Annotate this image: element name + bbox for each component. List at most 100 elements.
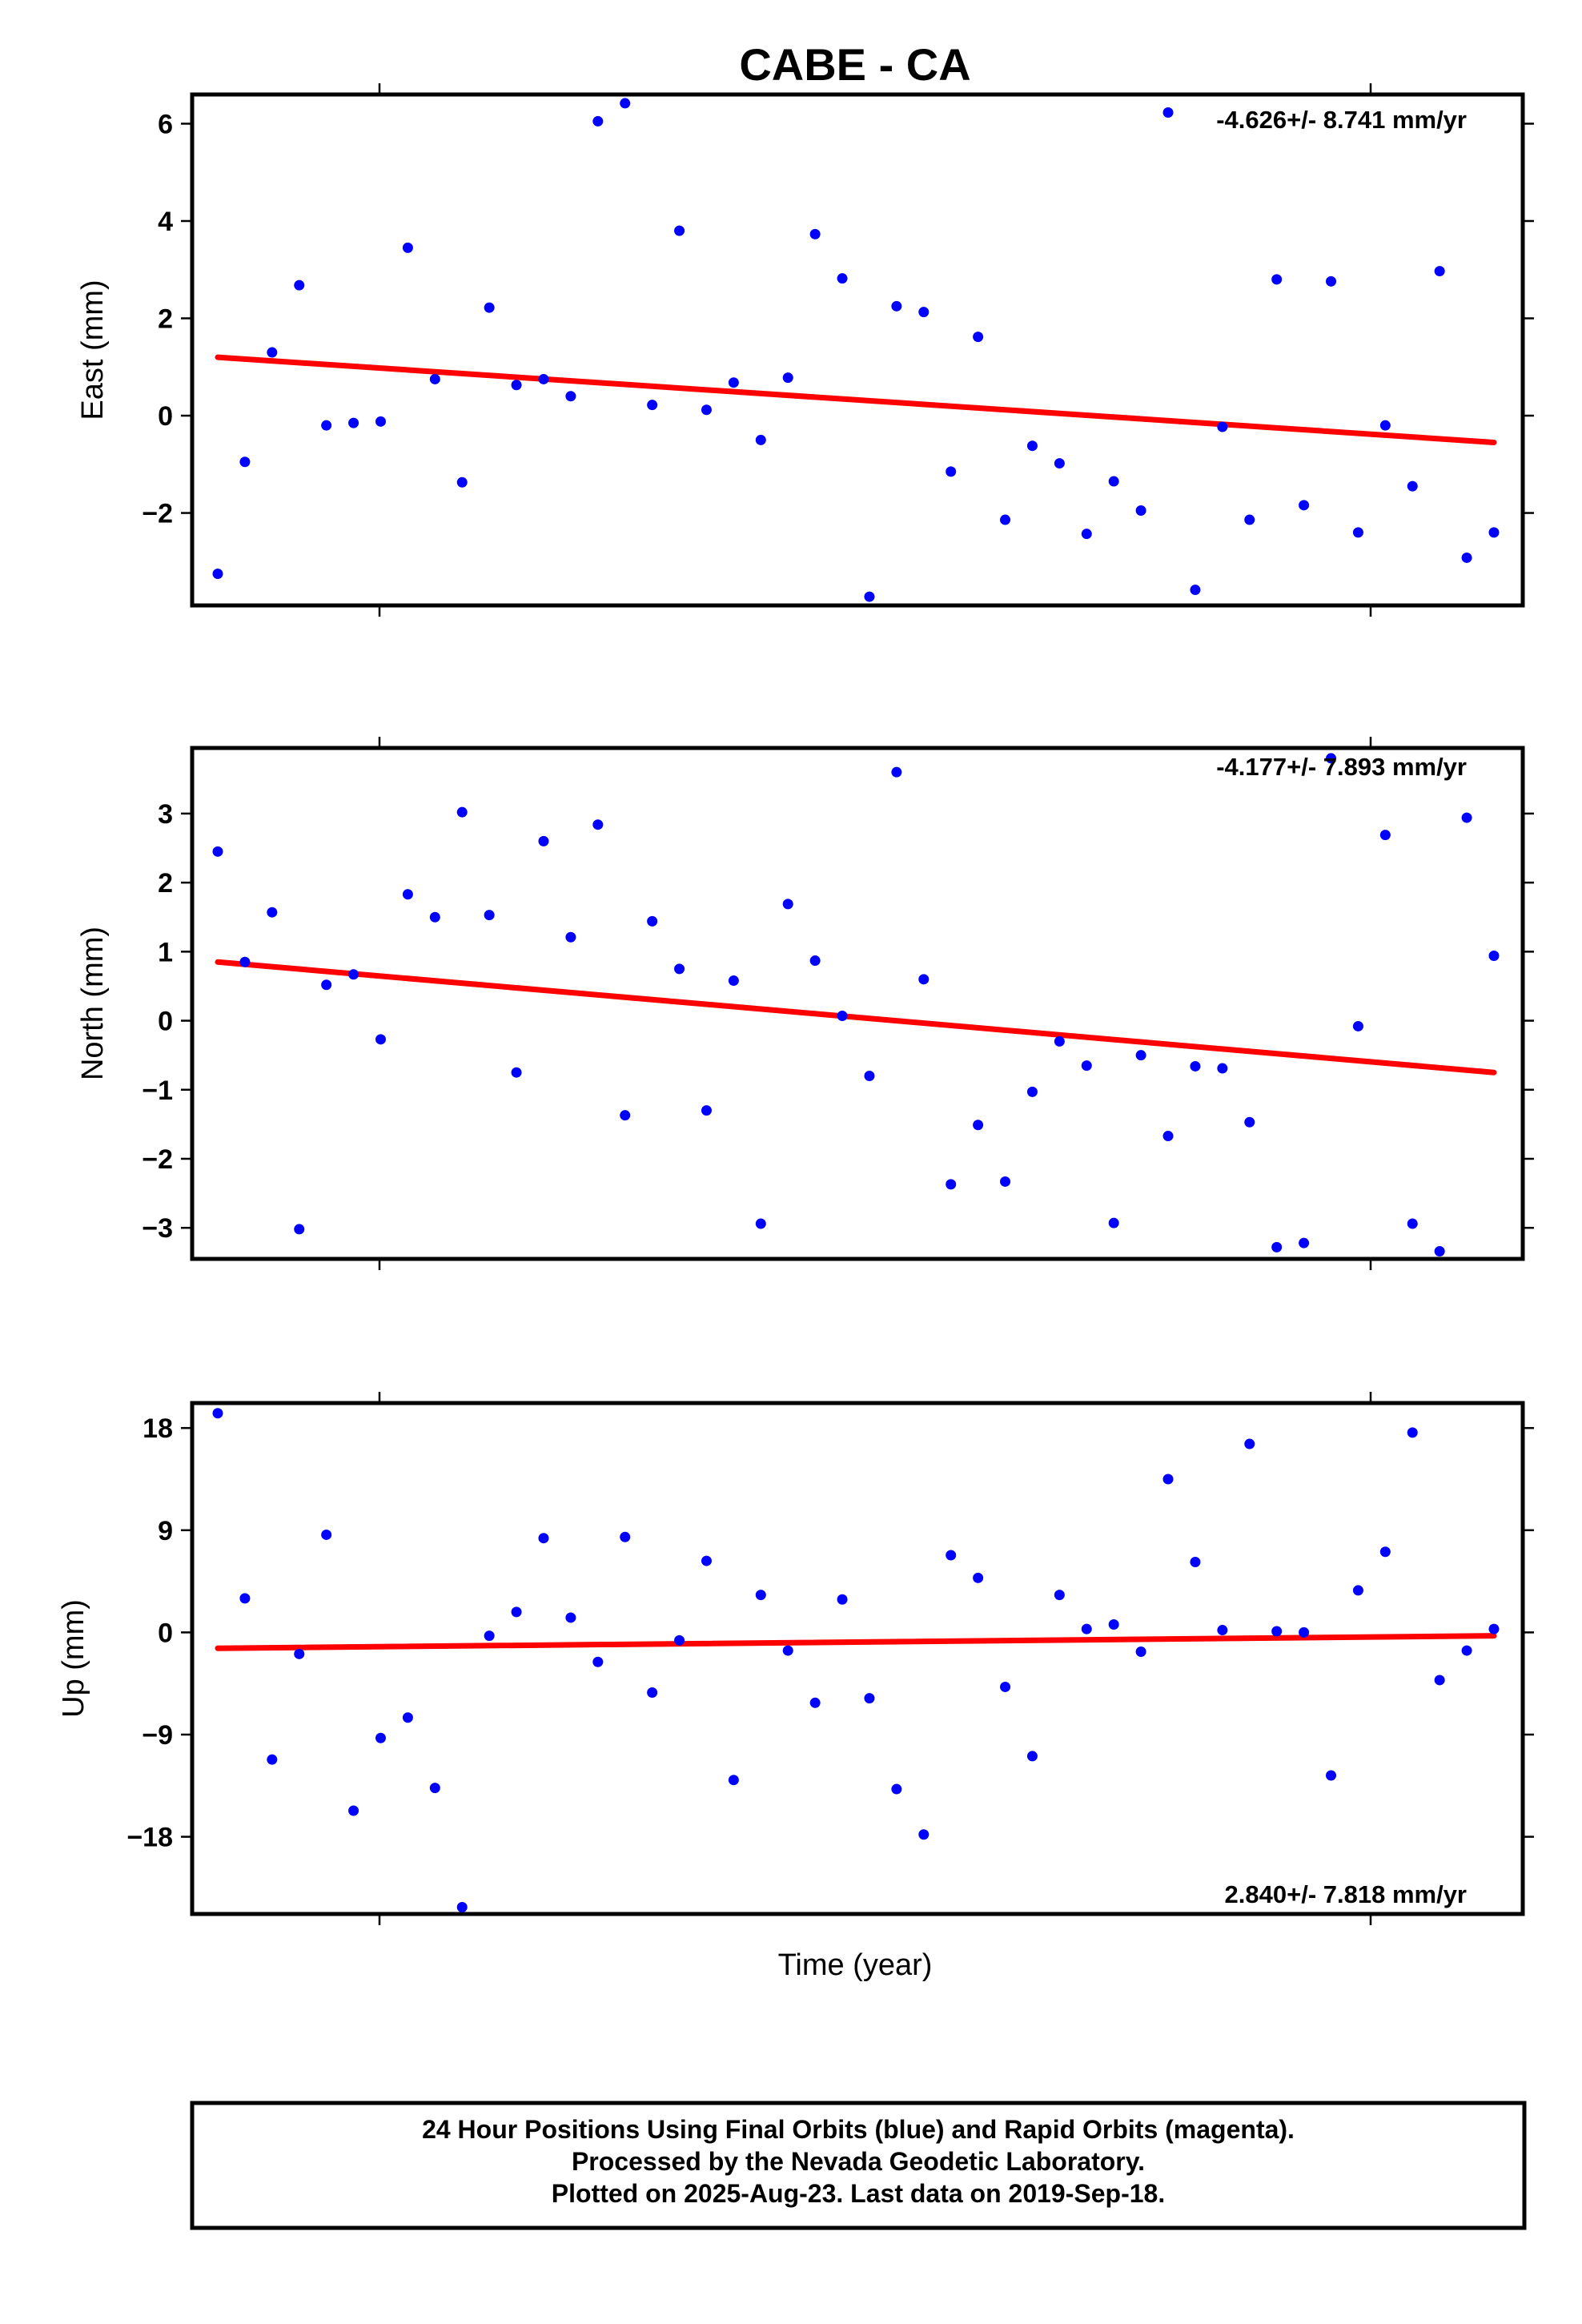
data-point xyxy=(1434,1675,1445,1686)
data-point xyxy=(837,1011,848,1022)
y-axis-label: East (mm) xyxy=(76,279,110,420)
y-tick-label: −9 xyxy=(142,1720,173,1751)
panel-1: 6 4 2 0 −2 East (mm) -4.626+/- 8.741 mm/yr xyxy=(76,83,1534,617)
data-point xyxy=(348,1805,359,1816)
data-point xyxy=(1135,505,1146,517)
data-point xyxy=(1379,830,1391,841)
data-point xyxy=(1190,1556,1201,1567)
data-point xyxy=(267,907,278,918)
data-point xyxy=(1244,1116,1255,1128)
data-point xyxy=(294,279,305,291)
data-point xyxy=(1407,480,1418,492)
data-point xyxy=(1326,275,1337,287)
data-point xyxy=(267,347,278,358)
data-point xyxy=(946,1550,957,1561)
data-point xyxy=(1299,1237,1310,1248)
data-point xyxy=(1271,274,1283,285)
data-point xyxy=(1000,514,1011,525)
data-point xyxy=(294,1648,305,1659)
data-point xyxy=(1026,1751,1038,1762)
data-point xyxy=(239,956,251,967)
data-point xyxy=(1379,420,1391,431)
data-point xyxy=(456,806,468,818)
data-point xyxy=(891,1783,902,1795)
footer-line-1: 24 Hour Positions Using Final Orbits (bl… xyxy=(422,2115,1295,2144)
data-point xyxy=(429,1783,440,1794)
panels: 6 4 2 0 −2 East (mm) -4.626+/- 8.741 mm/yr 3 2 1 0… xyxy=(57,83,1534,1925)
y-tick-label: 18 xyxy=(143,1413,173,1444)
data-point xyxy=(511,1067,522,1078)
y-axis-label: North (mm) xyxy=(76,927,110,1080)
data-point xyxy=(755,1590,766,1601)
plot-frame xyxy=(190,746,1525,1261)
data-point xyxy=(212,846,223,857)
data-point xyxy=(782,899,793,910)
data-point xyxy=(375,1732,386,1743)
data-point xyxy=(647,1687,658,1699)
data-point xyxy=(973,1120,984,1131)
data-point xyxy=(348,417,359,428)
data-point xyxy=(755,434,766,445)
data-point xyxy=(1271,1241,1283,1252)
data-point xyxy=(1434,266,1445,277)
data-point xyxy=(1217,1063,1228,1074)
data-point xyxy=(1162,1474,1174,1485)
data-point xyxy=(1352,527,1363,538)
data-point xyxy=(1434,1246,1445,1257)
data-point xyxy=(1352,1020,1363,1031)
data-point xyxy=(538,835,549,846)
data-point xyxy=(402,889,413,900)
data-point xyxy=(212,1408,223,1419)
data-point xyxy=(1461,552,1472,563)
data-point xyxy=(1108,1618,1119,1630)
data-point xyxy=(1026,440,1038,452)
data-point xyxy=(946,466,957,477)
data-point xyxy=(565,1612,576,1623)
y-tick-label: 6 xyxy=(158,109,173,139)
data-point xyxy=(728,377,739,388)
data-point xyxy=(620,1110,631,1121)
y-tick-label: 0 xyxy=(158,401,173,432)
data-point xyxy=(321,1529,332,1540)
data-point xyxy=(375,416,386,427)
data-point xyxy=(565,391,576,402)
data-point xyxy=(782,1645,793,1656)
y-tick-label: 9 xyxy=(158,1516,173,1546)
data-point xyxy=(1244,1438,1255,1449)
data-point xyxy=(511,1606,522,1618)
data-point xyxy=(973,332,984,343)
y-tick-label: 4 xyxy=(158,207,173,237)
data-point xyxy=(592,1656,604,1667)
data-point xyxy=(375,1034,386,1045)
data-point xyxy=(1081,1623,1092,1634)
data-point xyxy=(538,1533,549,1544)
data-point xyxy=(1054,1590,1065,1601)
data-point xyxy=(456,1901,468,1912)
y-tick-label: 0 xyxy=(158,1618,173,1648)
data-point xyxy=(239,456,251,468)
data-point xyxy=(1488,527,1500,538)
data-point xyxy=(429,911,440,923)
data-point xyxy=(1299,1626,1310,1638)
data-point xyxy=(267,1754,278,1765)
data-point xyxy=(429,373,440,384)
data-point xyxy=(1026,1086,1038,1097)
data-point xyxy=(1407,1427,1418,1438)
data-point xyxy=(837,1594,848,1605)
data-point xyxy=(782,372,793,384)
data-point xyxy=(1488,1623,1500,1634)
y-axis-label: Up (mm) xyxy=(57,1599,90,1718)
footer-line-3: Plotted on 2025-Aug-23. Last data on 201… xyxy=(552,2179,1165,2208)
data-point xyxy=(1217,421,1228,432)
data-point xyxy=(864,1693,875,1704)
data-point xyxy=(456,476,468,488)
y-tick-label: −1 xyxy=(142,1076,173,1106)
rate-label: 2.840+/- 7.818 mm/yr xyxy=(1225,1880,1467,1908)
y-tick-label: 1 xyxy=(158,937,173,967)
rate-label: -4.626+/- 8.741 mm/yr xyxy=(1216,106,1467,134)
data-point xyxy=(239,1593,251,1604)
data-point xyxy=(1054,1035,1065,1047)
data-point xyxy=(402,242,413,253)
data-point xyxy=(565,931,576,943)
